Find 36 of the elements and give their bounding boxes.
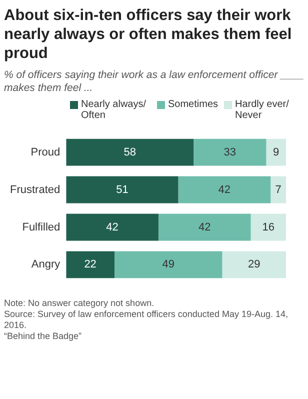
data-label: 33 xyxy=(224,146,236,158)
bar xyxy=(250,214,286,241)
legend-label: Sometimes xyxy=(168,99,218,110)
data-label: 16 xyxy=(262,221,275,234)
y-tick-label: Proud xyxy=(30,146,60,158)
bar xyxy=(158,214,251,241)
bar xyxy=(270,176,286,204)
text: “Behind the Badge” xyxy=(4,331,83,342)
bar xyxy=(266,138,286,166)
bar xyxy=(66,214,158,241)
legend-label: Nearly always/ Often xyxy=(81,99,148,121)
bar xyxy=(178,176,271,204)
bar xyxy=(66,176,178,204)
data-label: 7 xyxy=(275,184,282,196)
bar xyxy=(222,251,286,278)
bar xyxy=(66,251,114,278)
data-label: 49 xyxy=(162,258,174,271)
data-label: 58 xyxy=(124,146,136,158)
bar xyxy=(194,138,266,166)
data-label: 9 xyxy=(273,146,280,158)
source-note: Source: Survey of law enforcement officers conducted May 19-Aug. 14, 2016. xyxy=(4,309,289,331)
chart-subtitle: % of officers saying their work as a law enforcement officer ____ makes them feel ... xyxy=(4,69,304,95)
bar xyxy=(66,138,194,166)
data-label: 42 xyxy=(218,184,231,196)
text: Note: No answer category not shown. xyxy=(4,298,156,309)
data-label: 42 xyxy=(106,221,118,234)
data-label: 22 xyxy=(84,258,96,271)
data-label: 42 xyxy=(198,221,211,234)
chart-title: About six-in-ten officers say their work nearly always or often makes them feel proud xyxy=(4,6,293,63)
y-tick-label: Frustrated xyxy=(10,184,60,196)
data-label: 29 xyxy=(248,258,260,271)
y-tick-label: Fulfilled xyxy=(22,221,60,234)
y-tick-label: Angry xyxy=(31,258,61,271)
legend-label: Hardly ever/ Never xyxy=(235,99,290,121)
bar xyxy=(114,251,222,278)
data-label: 51 xyxy=(116,184,128,196)
